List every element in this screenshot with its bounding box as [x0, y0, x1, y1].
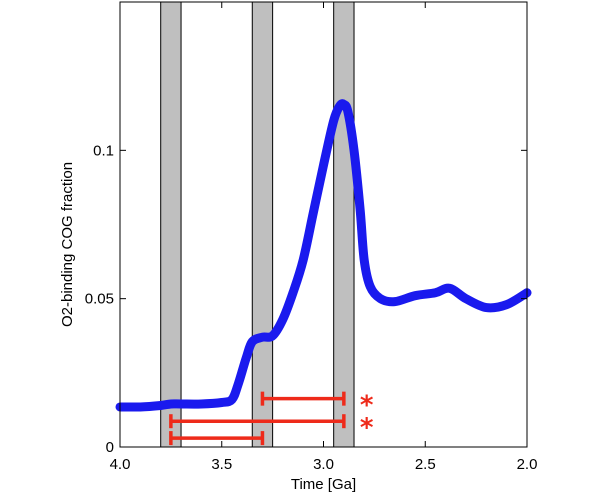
y-tick-label-3: 0.1 — [93, 142, 114, 159]
x-tick-label-3: 3.0 — [313, 456, 334, 473]
x-tick-label-5: 2.0 — [517, 456, 538, 473]
shaded-band-1 — [160, 2, 182, 447]
interval-1: * — [260, 391, 374, 421]
y-tick-label-1: 0 — [106, 439, 114, 456]
ticks-group: 4.0 3.5 3.0 2.5 2.0 0 0.05 0.1 — [85, 2, 538, 473]
series-group — [115, 99, 532, 412]
x-tick-label-2: 3.5 — [211, 456, 232, 473]
shaded-band-2 — [252, 2, 273, 447]
y-tick-label-2: 0.05 — [85, 291, 114, 308]
significance-marker-1: * — [360, 391, 374, 421]
band-edges — [160, 2, 355, 447]
shaded-band-3 — [333, 2, 355, 447]
series-line-1 — [115, 99, 532, 412]
shaded-bands — [160, 2, 355, 447]
interval-2: * — [169, 413, 374, 443]
interval-3 — [169, 431, 265, 446]
y-axis-title: O2-binding COG fraction — [59, 162, 76, 327]
significance-marker-2: * — [360, 413, 374, 443]
interval-group: ** — [169, 391, 374, 446]
x-tick-label-1: 4.0 — [110, 456, 131, 473]
x-axis-title: Time [Ga] — [291, 476, 356, 493]
x-tick-label-4: 2.5 — [415, 456, 436, 473]
